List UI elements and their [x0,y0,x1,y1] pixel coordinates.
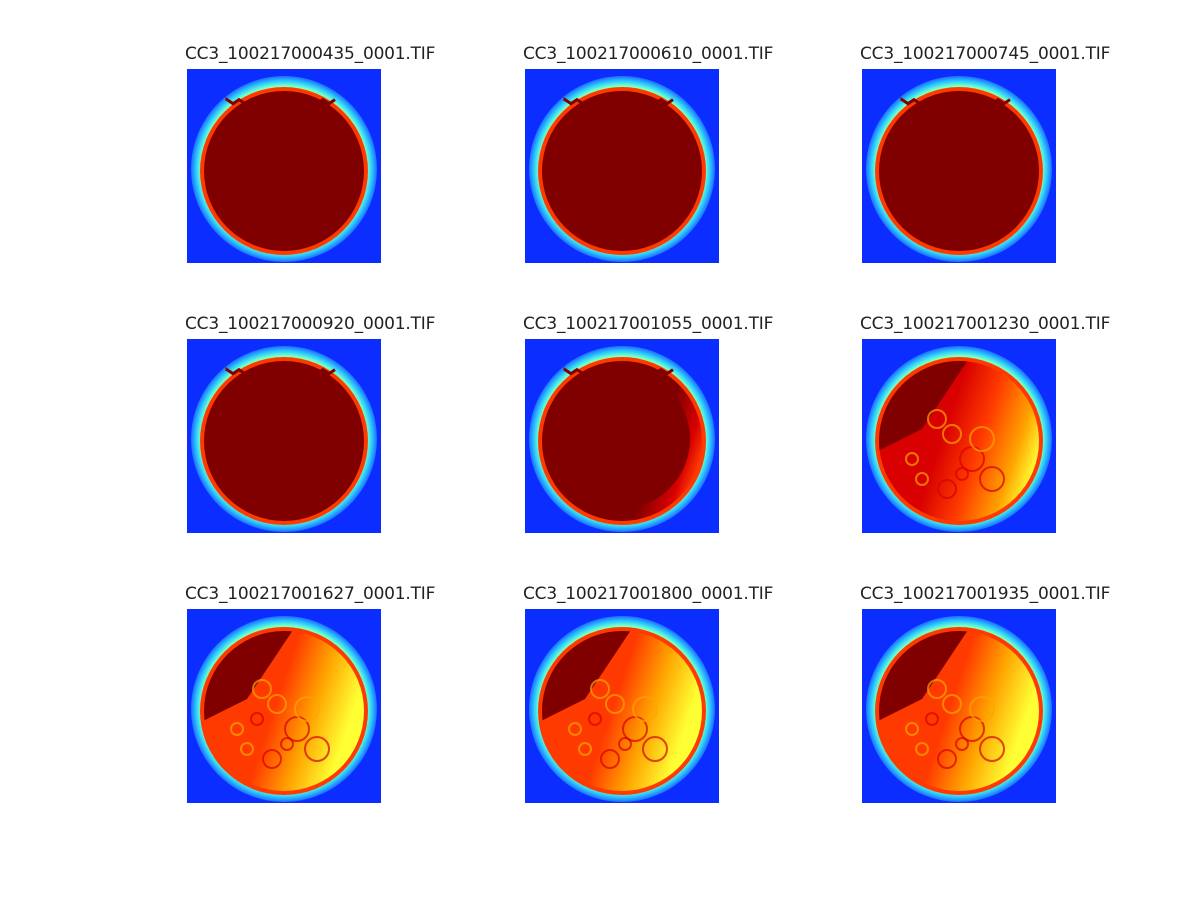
texture-mark [294,696,320,722]
heatmap-image [862,339,1056,533]
texture-mark [942,424,962,444]
rim-edge [563,96,674,106]
texture-mark [632,696,658,722]
rim-edge [900,96,1011,106]
rim-edge [563,366,674,376]
image-title: CC3_100217001935_0001.TIF [860,584,1111,604]
texture-mark [250,712,264,726]
disk-interior [204,361,364,521]
texture-mark [590,679,610,699]
heatmap-image [862,69,1056,263]
heatmap-image [187,339,381,533]
texture-mark [942,694,962,714]
texture-mark [955,467,969,481]
texture-mark [905,452,919,466]
image-title: CC3_100217001800_0001.TIF [523,584,774,604]
image-title: CC3_100217001230_0001.TIF [860,314,1111,334]
texture-mark [267,694,287,714]
image-title: CC3_100217001627_0001.TIF [185,584,436,604]
heatmap-image [862,609,1056,803]
texture-mark [979,466,1005,492]
texture-mark [588,712,602,726]
disk-interior [879,91,1039,251]
image-panel-8: CC3_100217001800_0001.TIF [523,584,773,824]
heatmap-image [187,69,381,263]
texture-mark [969,696,995,722]
heatmap-image [525,609,719,803]
dark-region [550,369,690,509]
heatmap-image [525,339,719,533]
texture-mark [927,679,947,699]
texture-mark [955,737,969,751]
texture-mark [915,742,929,756]
texture-mark [642,736,668,762]
rim-edge [225,366,336,376]
heatmap-image [187,609,381,803]
texture-mark [252,679,272,699]
image-title: CC3_100217000610_0001.TIF [523,44,774,64]
texture-mark [937,479,957,499]
image-panel-2: CC3_100217000610_0001.TIF [523,44,773,284]
texture-mark [230,722,244,736]
texture-mark [568,722,582,736]
image-panel-5: CC3_100217001055_0001.TIF [523,314,773,554]
texture-mark [915,472,929,486]
image-panel-3: CC3_100217000745_0001.TIF [860,44,1110,284]
image-panel-9: CC3_100217001935_0001.TIF [860,584,1110,824]
texture-mark [979,736,1005,762]
image-panel-6: CC3_100217001230_0001.TIF [860,314,1110,554]
texture-mark [304,736,330,762]
disk-interior [204,91,364,251]
image-panel-1: CC3_100217000435_0001.TIF [185,44,435,284]
image-title: CC3_100217000920_0001.TIF [185,314,436,334]
texture-mark [618,737,632,751]
heatmap-image [525,69,719,263]
texture-mark [925,442,939,456]
rim-edge [225,96,336,106]
image-title: CC3_100217000745_0001.TIF [860,44,1111,64]
texture-mark [262,749,282,769]
texture-mark [969,426,995,452]
image-title: CC3_100217001055_0001.TIF [523,314,774,334]
texture-mark [927,409,947,429]
texture-mark [925,712,939,726]
texture-mark [280,737,294,751]
texture-mark [937,749,957,769]
texture-mark [578,742,592,756]
image-panel-7: CC3_100217001627_0001.TIF [185,584,435,824]
texture-mark [905,722,919,736]
texture-mark [605,694,625,714]
texture-mark [240,742,254,756]
image-panel-4: CC3_100217000920_0001.TIF [185,314,435,554]
image-title: CC3_100217000435_0001.TIF [185,44,436,64]
disk-interior [542,91,702,251]
texture-mark [600,749,620,769]
